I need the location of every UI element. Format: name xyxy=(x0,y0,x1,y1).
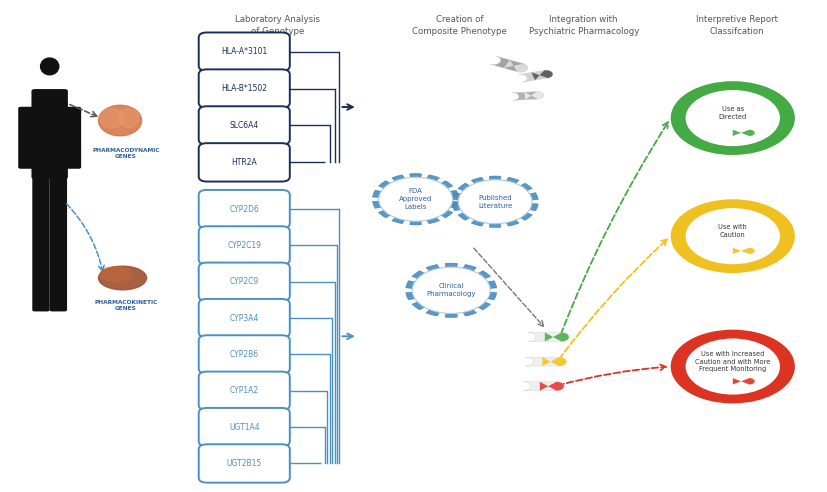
Text: HLA-B*1502: HLA-B*1502 xyxy=(221,84,267,93)
Polygon shape xyxy=(523,382,563,391)
Text: Interpretive Report
Classifcation: Interpretive Report Classifcation xyxy=(695,15,777,35)
Ellipse shape xyxy=(100,267,131,281)
Text: Clinical
Pharmacology: Clinical Pharmacology xyxy=(426,283,476,297)
Text: CYP2D6: CYP2D6 xyxy=(229,205,259,214)
Text: FDA
Approved
Labels: FDA Approved Labels xyxy=(399,188,432,210)
Ellipse shape xyxy=(685,338,779,395)
Polygon shape xyxy=(490,56,527,72)
Circle shape xyxy=(378,177,452,221)
Ellipse shape xyxy=(98,266,146,290)
FancyBboxPatch shape xyxy=(198,190,289,228)
FancyBboxPatch shape xyxy=(32,173,50,311)
FancyBboxPatch shape xyxy=(198,143,289,182)
FancyBboxPatch shape xyxy=(198,371,289,410)
Polygon shape xyxy=(528,333,568,341)
Text: CYP2C9: CYP2C9 xyxy=(229,277,259,286)
Ellipse shape xyxy=(685,90,779,146)
Ellipse shape xyxy=(685,208,779,264)
Text: PHARMACODYNAMIC
GENES: PHARMACODYNAMIC GENES xyxy=(92,148,160,159)
Text: Use with Increased
Caution and with More
Frequent Monitoring: Use with Increased Caution and with More… xyxy=(694,351,770,372)
Ellipse shape xyxy=(670,330,794,403)
Polygon shape xyxy=(405,263,496,317)
FancyBboxPatch shape xyxy=(198,335,289,373)
FancyBboxPatch shape xyxy=(198,263,289,301)
Polygon shape xyxy=(539,382,563,391)
Polygon shape xyxy=(542,357,566,366)
Polygon shape xyxy=(511,92,543,100)
Ellipse shape xyxy=(99,108,124,128)
Text: CYP2B6: CYP2B6 xyxy=(229,350,259,359)
Polygon shape xyxy=(715,247,753,254)
FancyBboxPatch shape xyxy=(198,408,289,446)
Polygon shape xyxy=(525,357,566,366)
Text: HTR2A: HTR2A xyxy=(231,158,257,167)
Circle shape xyxy=(457,180,532,224)
FancyBboxPatch shape xyxy=(198,299,289,338)
FancyBboxPatch shape xyxy=(198,69,289,108)
Text: UGT2B15: UGT2B15 xyxy=(227,459,261,468)
FancyBboxPatch shape xyxy=(198,444,289,483)
Polygon shape xyxy=(732,247,753,254)
FancyBboxPatch shape xyxy=(31,89,68,179)
FancyBboxPatch shape xyxy=(198,226,289,265)
FancyBboxPatch shape xyxy=(198,106,289,145)
Polygon shape xyxy=(518,70,552,82)
Polygon shape xyxy=(531,70,552,80)
Polygon shape xyxy=(523,92,543,100)
Text: PHARMACOKINETIC
GENES: PHARMACOKINETIC GENES xyxy=(94,300,157,311)
Polygon shape xyxy=(715,378,753,385)
Polygon shape xyxy=(452,176,538,227)
Text: UGT1A4: UGT1A4 xyxy=(229,423,259,431)
FancyBboxPatch shape xyxy=(198,32,289,71)
Polygon shape xyxy=(732,130,753,136)
Ellipse shape xyxy=(670,81,794,155)
Text: CYP1A2: CYP1A2 xyxy=(229,386,259,395)
Text: Integration with
Psychiatric Pharmacology: Integration with Psychiatric Pharmacolog… xyxy=(528,15,638,35)
Text: CYP2C19: CYP2C19 xyxy=(227,241,261,250)
Polygon shape xyxy=(503,60,527,72)
Polygon shape xyxy=(544,333,568,341)
FancyBboxPatch shape xyxy=(18,107,36,169)
Text: Use with
Caution: Use with Caution xyxy=(718,224,746,238)
FancyBboxPatch shape xyxy=(50,173,67,311)
Text: Use as
Directed: Use as Directed xyxy=(718,106,746,120)
Ellipse shape xyxy=(41,58,59,75)
Ellipse shape xyxy=(117,109,139,127)
Polygon shape xyxy=(372,174,458,225)
Text: Published
Literature: Published Literature xyxy=(477,195,512,209)
Ellipse shape xyxy=(670,199,794,273)
Polygon shape xyxy=(715,130,753,136)
Text: CYP3A4: CYP3A4 xyxy=(229,313,259,323)
Ellipse shape xyxy=(98,105,141,136)
Text: Laboratory Analysis
of Genotype: Laboratory Analysis of Genotype xyxy=(235,15,319,35)
Text: SLC6A4: SLC6A4 xyxy=(229,121,259,130)
Text: Creation of
Composite Phenotype: Creation of Composite Phenotype xyxy=(412,15,506,35)
Text: HLA-A*3101: HLA-A*3101 xyxy=(221,47,267,56)
Circle shape xyxy=(412,267,490,313)
Polygon shape xyxy=(732,378,753,385)
FancyBboxPatch shape xyxy=(63,107,81,169)
